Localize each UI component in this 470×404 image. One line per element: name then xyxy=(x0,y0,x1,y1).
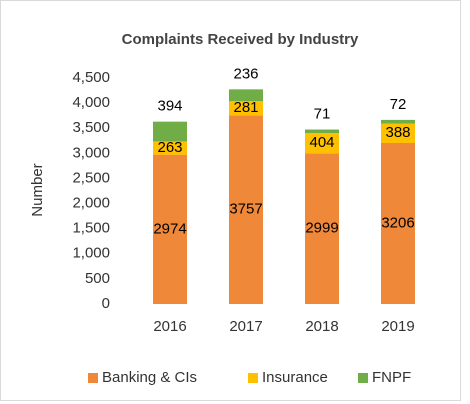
bar-segment xyxy=(305,129,339,134)
bar-segment xyxy=(229,89,263,102)
data-label: 263 xyxy=(157,139,182,156)
chart-title: Complaints Received by Industry xyxy=(122,31,359,48)
data-label: 394 xyxy=(157,98,182,115)
bar-segment xyxy=(381,142,415,304)
data-label: 3757 xyxy=(229,201,262,218)
bar-segment xyxy=(305,153,339,304)
y-tick-label: 500 xyxy=(85,270,110,287)
x-tick-label: 2017 xyxy=(229,318,262,335)
y-tick-label: 2,500 xyxy=(72,169,110,186)
y-tick-label: 0 xyxy=(102,295,110,312)
y-tick-label: 4,500 xyxy=(72,69,110,86)
data-label: 3206 xyxy=(381,214,414,231)
legend-label: FNPF xyxy=(372,369,411,386)
y-tick-label: 1,000 xyxy=(72,245,110,262)
legend-label: Banking & CIs xyxy=(102,369,197,386)
bar-segment xyxy=(229,101,263,116)
y-tick-label: 2,000 xyxy=(72,195,110,212)
legend-swatch xyxy=(248,373,258,383)
y-tick-label: 4,000 xyxy=(72,94,110,111)
x-tick-label: 2016 xyxy=(153,318,186,335)
bar-segment xyxy=(381,119,415,124)
legend-swatch xyxy=(358,373,368,383)
data-label: 236 xyxy=(233,65,258,82)
data-label: 388 xyxy=(385,124,410,141)
data-label: 2999 xyxy=(305,220,338,237)
y-tick-label: 3,000 xyxy=(72,144,110,161)
x-tick-label: 2018 xyxy=(305,318,338,335)
bar-segment xyxy=(153,154,187,304)
legend-swatch xyxy=(88,373,98,383)
y-tick-label: 1,500 xyxy=(72,220,110,237)
data-label: 71 xyxy=(314,105,331,122)
x-tick-label: 2019 xyxy=(381,318,414,335)
bar-segment xyxy=(305,133,339,154)
bar-segment xyxy=(153,121,187,142)
data-label: 404 xyxy=(309,134,334,151)
legend-label: Insurance xyxy=(262,369,328,386)
data-label: 72 xyxy=(390,96,407,113)
bar-segment xyxy=(153,141,187,155)
y-axis-title: Number xyxy=(29,163,46,216)
bar-segment xyxy=(229,115,263,304)
data-label: 2974 xyxy=(153,220,186,237)
bar-segment xyxy=(381,123,415,143)
y-tick-label: 3,500 xyxy=(72,119,110,136)
data-label: 281 xyxy=(233,99,258,116)
